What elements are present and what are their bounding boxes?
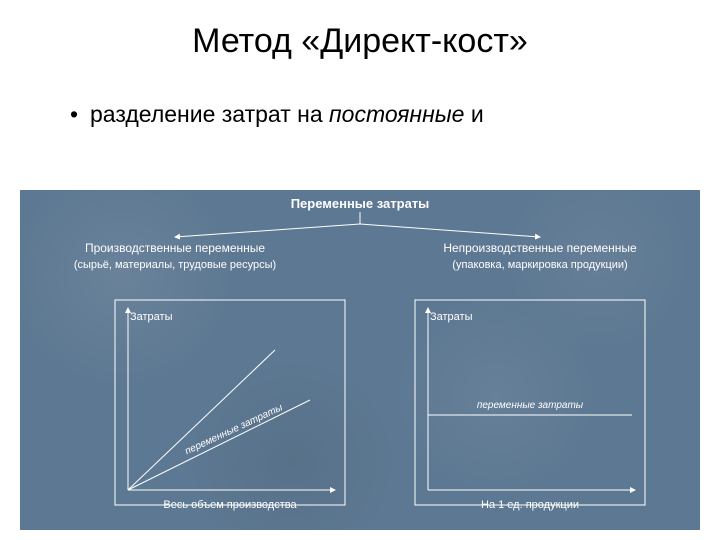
left-chart-xlabel: Весь объем производства: [163, 499, 297, 511]
diagram-header: Переменные затраты: [291, 196, 430, 211]
bullet-marker: •: [70, 101, 90, 128]
arrow-left: [175, 224, 360, 237]
bullet-italic-1: постоянные: [329, 101, 464, 127]
slide-title: Метод «Директ-кост»: [0, 0, 720, 61]
right-block-line1: Непроизводственные переменные: [443, 241, 637, 255]
left-chart-box: [115, 300, 345, 505]
left-chart-diag-label: переменные затраты: [183, 402, 285, 457]
right-block-line2: (упаковка, маркировка продукции): [452, 259, 627, 271]
diagram-panel: Переменные затраты Производственные пере…: [20, 190, 700, 530]
slide: Метод «Директ-кост» •разделение затрат н…: [0, 0, 720, 540]
right-chart-ylabel: Затраты: [430, 311, 473, 323]
left-chart-line-shallow: [128, 400, 310, 490]
right-chart-flat-label: переменные затраты: [477, 400, 584, 411]
left-chart-ylabel: Затраты: [130, 311, 173, 323]
bullet-text-1: разделение затрат на: [90, 101, 329, 127]
diagram-svg: Переменные затраты Производственные пере…: [20, 190, 700, 530]
right-chart-xlabel: На 1 ед. продукции: [481, 499, 579, 511]
left-block-line1: Производственные переменные: [85, 241, 265, 255]
bullet-line: •разделение затрат на постоянные и: [0, 61, 720, 138]
arrow-right: [360, 224, 540, 237]
left-block-line2: (сырьё, материалы, трудовые ресурсы): [74, 259, 276, 271]
bullet-text-2: и: [464, 101, 483, 127]
